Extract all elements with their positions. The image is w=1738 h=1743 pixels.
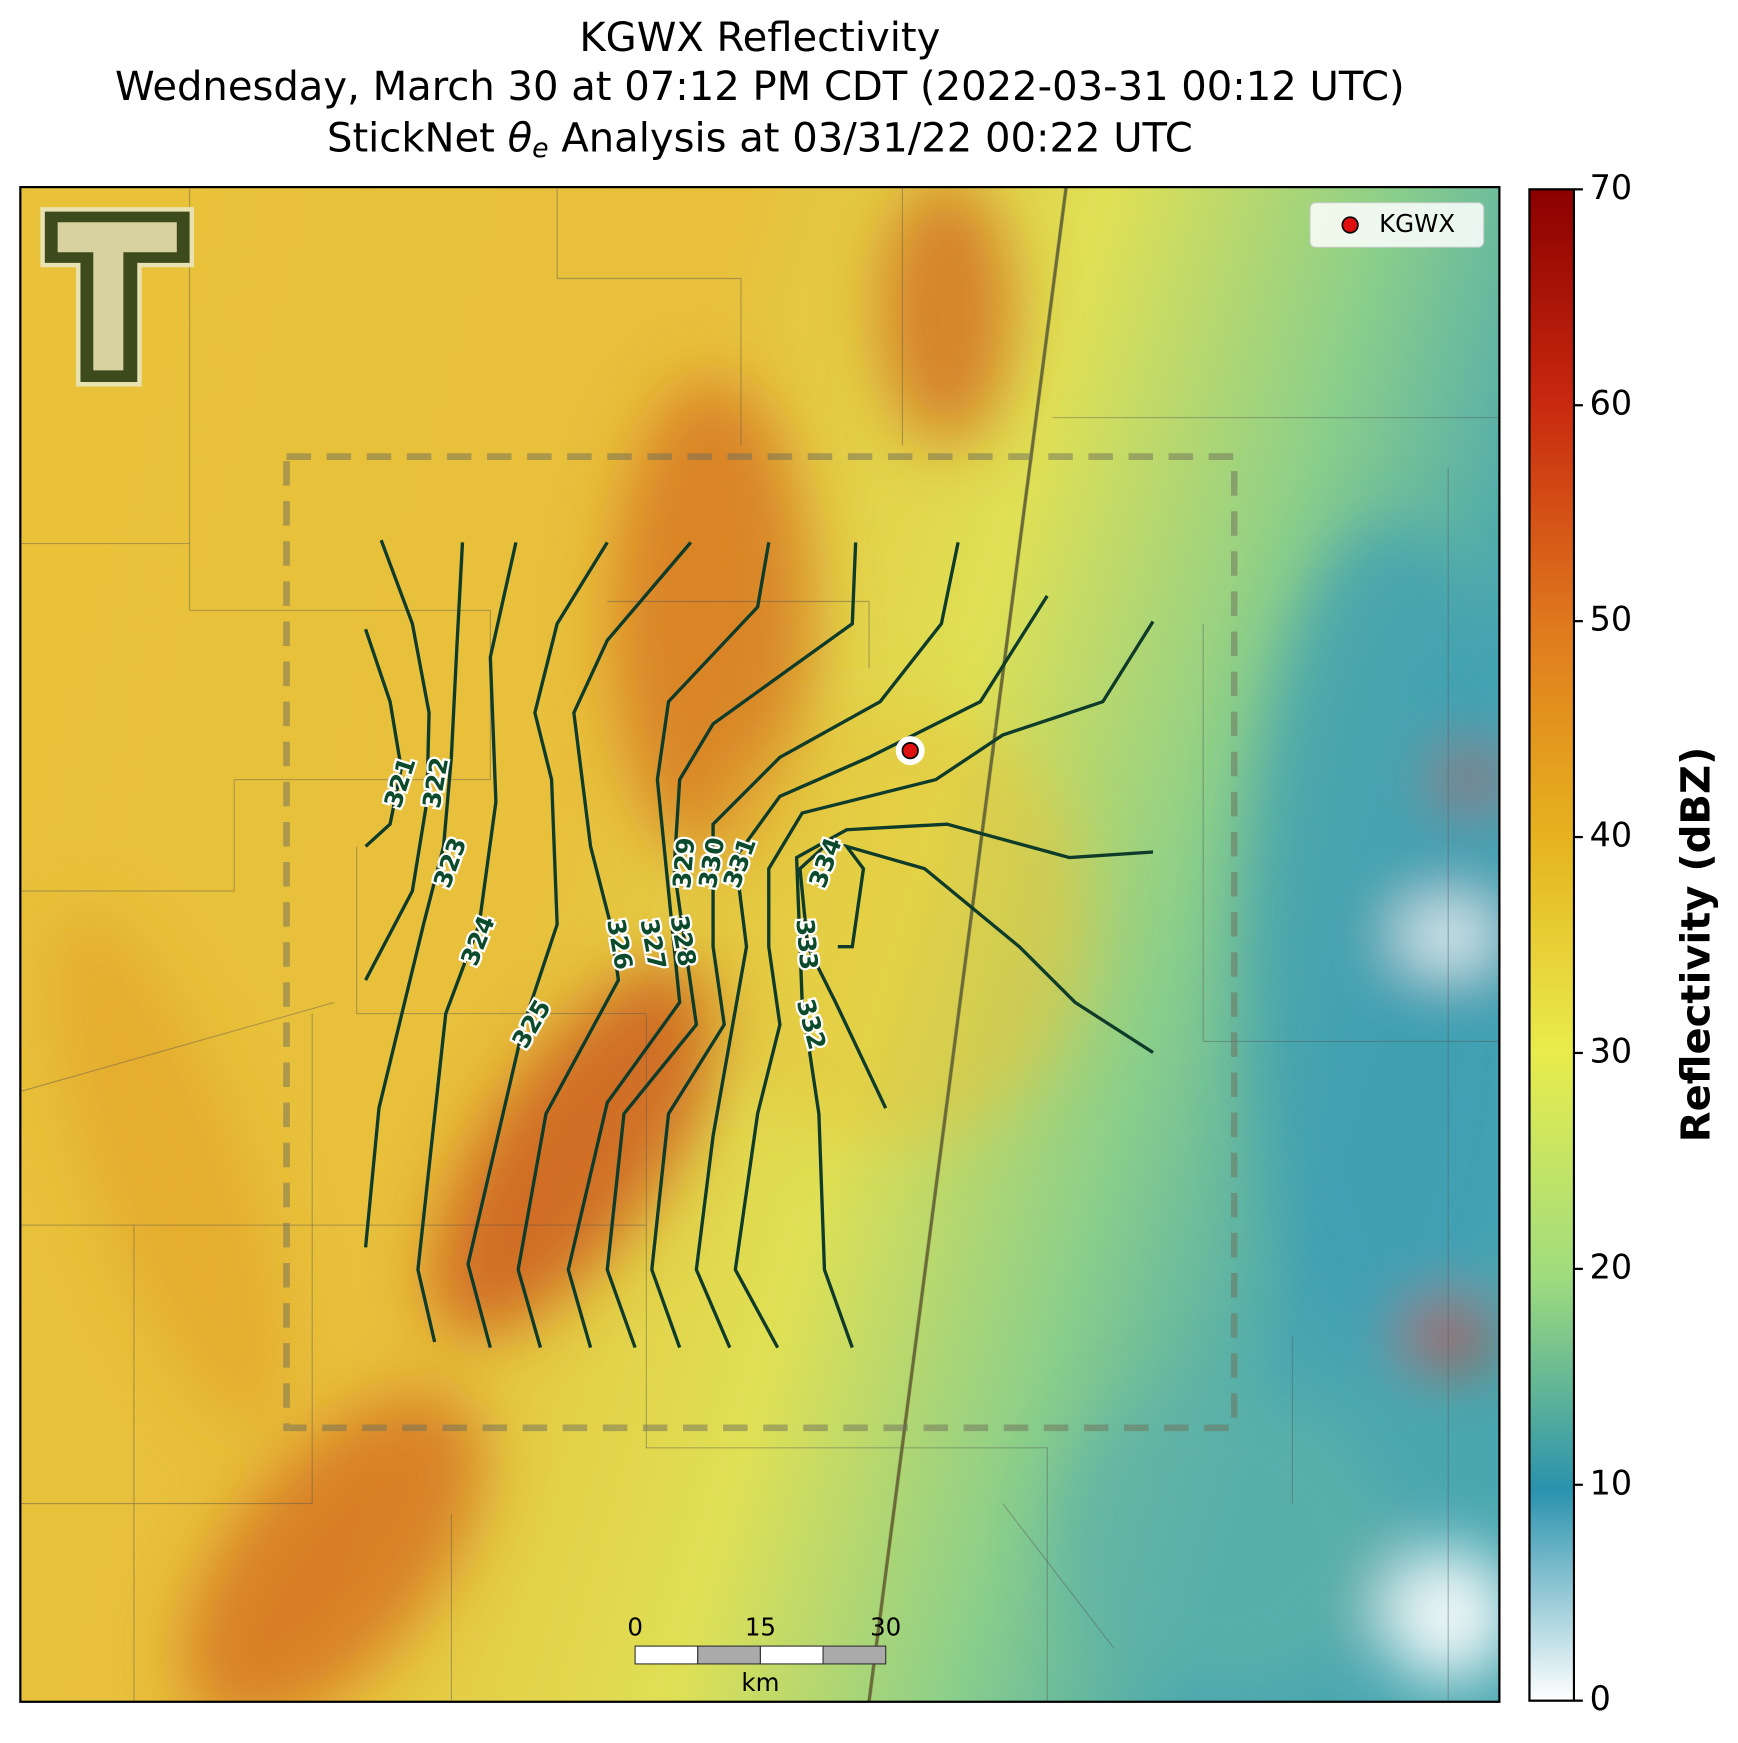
contour-line bbox=[416, 542, 518, 1343]
contour-line bbox=[694, 594, 1049, 1349]
legend-label: KGWX bbox=[1379, 209, 1455, 238]
contour-line bbox=[794, 822, 1154, 1349]
contour-line bbox=[733, 620, 1155, 1349]
contour-label: 322 bbox=[417, 755, 454, 810]
scale-unit: km bbox=[741, 1668, 779, 1697]
contour-line bbox=[363, 542, 465, 1248]
colorbar-tick-label: 60 bbox=[1590, 384, 1633, 423]
scale-tick-label: 0 bbox=[627, 1612, 643, 1641]
logo bbox=[40, 207, 195, 387]
colorbar-tick-label: 20 bbox=[1590, 1247, 1633, 1286]
contour-line bbox=[650, 542, 960, 1349]
highway bbox=[867, 187, 1068, 1702]
colorbar-tick-label: 40 bbox=[1590, 816, 1633, 855]
theta-symbol: θ bbox=[508, 115, 533, 161]
contour-line bbox=[605, 542, 858, 1349]
scale-tick-label: 30 bbox=[870, 1612, 901, 1641]
scale-segment bbox=[822, 1645, 887, 1665]
title-text: StickNet bbox=[327, 115, 508, 161]
reflectivity-blobs bbox=[47, 187, 1500, 1702]
contour-line bbox=[566, 542, 771, 1349]
contour-label: 333 bbox=[790, 918, 823, 971]
legend-marker bbox=[1341, 216, 1359, 234]
colorbar-tick-label: 0 bbox=[1590, 1679, 1611, 1718]
legend-box bbox=[1309, 202, 1485, 248]
map-frame bbox=[19, 185, 1501, 1703]
contour-label: 329 bbox=[667, 836, 700, 889]
radar-site bbox=[901, 742, 919, 760]
legend: KGWX bbox=[1309, 202, 1485, 248]
colorbar-tick-label: 10 bbox=[1590, 1463, 1633, 1502]
title-line: KGWX Reflectivity bbox=[579, 15, 940, 61]
scale-segment bbox=[759, 1645, 824, 1665]
colorbar-scale bbox=[1528, 188, 1576, 1702]
title: KGWX Reflectivity Wednesday, March 30 at… bbox=[115, 15, 1405, 164]
contour-line bbox=[466, 541, 609, 1349]
contour-line bbox=[798, 845, 888, 1109]
radar-map: 3213223233243253263273283293303313323333… bbox=[20, 187, 1500, 1702]
contour-line bbox=[837, 843, 1154, 1054]
colorbar: Reflectivity (dBZ) 0 10 20 30 40 50 60 70 bbox=[1528, 168, 1720, 1718]
colorbar-tick-label: 70 bbox=[1590, 168, 1633, 207]
county-lines bbox=[20, 187, 1500, 1702]
scale-segment bbox=[634, 1645, 699, 1665]
scale-tick-label: 15 bbox=[745, 1612, 776, 1641]
contour-line bbox=[516, 541, 693, 1349]
analysis-box bbox=[283, 453, 1238, 1432]
title-line: StickNet θe Analysis at 03/31/22 00:22 U… bbox=[327, 115, 1193, 163]
contour-line bbox=[364, 628, 403, 848]
colorbar-tick-label: 30 bbox=[1590, 1031, 1633, 1070]
colorbar-label: Reflectivity (dBZ) bbox=[1674, 747, 1720, 1143]
title-text: Analysis at 03/31/22 00:22 UTC bbox=[549, 115, 1193, 161]
scale-bar: 0 15 30 km bbox=[627, 1612, 901, 1697]
scale-segment bbox=[697, 1645, 761, 1665]
contour-line bbox=[364, 539, 431, 981]
theta-subscript: e bbox=[532, 133, 548, 164]
title-line: Wednesday, March 30 at 07:12 PM CDT (202… bbox=[115, 64, 1405, 110]
colorbar-tick-label: 50 bbox=[1590, 600, 1633, 639]
